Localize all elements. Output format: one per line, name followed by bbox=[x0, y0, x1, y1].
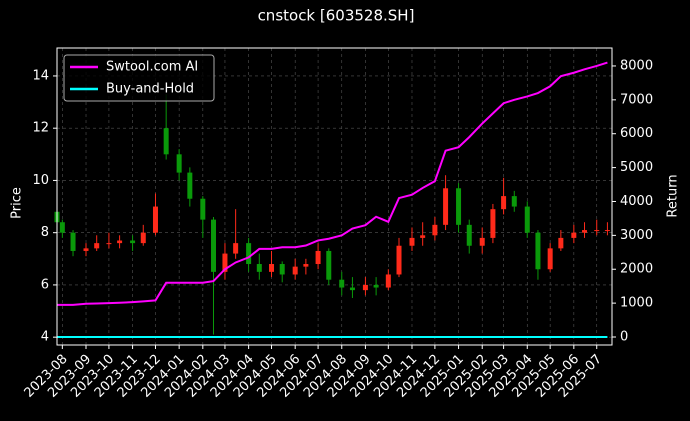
candle-body bbox=[269, 264, 275, 272]
y2-tick-label: 5000 bbox=[620, 160, 653, 175]
y2-tick-label: 7000 bbox=[620, 92, 653, 107]
y-tick-label: 6 bbox=[41, 277, 49, 292]
plot-frame bbox=[56, 47, 613, 346]
candle-body bbox=[152, 206, 158, 233]
candle-body bbox=[479, 237, 485, 246]
candle-body bbox=[362, 284, 368, 291]
y2-axis-label: Return bbox=[666, 174, 681, 217]
candle-body bbox=[501, 196, 507, 210]
candle-body bbox=[83, 248, 89, 251]
candle-body bbox=[511, 196, 517, 207]
y2-tick-label: 4000 bbox=[620, 194, 653, 209]
y-axis-label: Price bbox=[10, 187, 25, 219]
y2-tick-label: 0 bbox=[620, 330, 628, 345]
candle-body bbox=[163, 128, 169, 155]
candle-body bbox=[339, 279, 345, 288]
candle-body bbox=[349, 287, 355, 291]
candle-body bbox=[604, 230, 610, 232]
candle-body bbox=[524, 206, 530, 233]
line-series bbox=[57, 61, 608, 306]
candle-body bbox=[106, 243, 112, 245]
candle-body bbox=[210, 219, 216, 272]
legend-label: Swtool.com AI bbox=[106, 60, 198, 75]
candle-body bbox=[456, 188, 462, 225]
y2-tick-label: 1000 bbox=[620, 296, 653, 311]
candle-body bbox=[292, 266, 298, 275]
legend-label: Buy-and-Hold bbox=[106, 82, 194, 97]
candle-body bbox=[94, 243, 100, 249]
candle-body bbox=[432, 224, 438, 236]
y-tick-label: 10 bbox=[32, 173, 49, 188]
candle-body bbox=[558, 237, 564, 249]
chart-title: cnstock [603528.SH] bbox=[258, 7, 415, 25]
candle-body bbox=[140, 232, 146, 244]
candle-body bbox=[130, 240, 136, 244]
candle-body bbox=[326, 250, 332, 280]
candle-body bbox=[396, 245, 402, 275]
y-tick-label: 12 bbox=[32, 121, 49, 136]
candle-body bbox=[409, 237, 415, 246]
candle-body bbox=[70, 232, 76, 251]
y-tick-label: 4 bbox=[41, 330, 49, 345]
y2-tick-label: 8000 bbox=[620, 58, 653, 73]
y-tick-label: 14 bbox=[32, 68, 49, 83]
legend-box bbox=[63, 54, 215, 102]
candle-body bbox=[117, 240, 123, 244]
candle-body bbox=[303, 264, 309, 267]
candle-body bbox=[187, 172, 193, 199]
candle-body bbox=[490, 209, 496, 238]
candle-body bbox=[200, 198, 206, 220]
y2-tick-label: 3000 bbox=[620, 228, 653, 243]
candle-body bbox=[547, 248, 553, 270]
candle-body bbox=[279, 264, 285, 275]
y-tick-label: 8 bbox=[41, 225, 49, 240]
candle-body bbox=[176, 154, 182, 173]
candle-body bbox=[466, 224, 472, 246]
candle-body bbox=[256, 264, 262, 272]
y2-tick-label: 2000 bbox=[620, 262, 653, 277]
candle-body bbox=[535, 232, 541, 270]
candle-body bbox=[594, 230, 600, 232]
candle-body bbox=[59, 222, 65, 233]
candle-body bbox=[246, 243, 252, 265]
candle-body bbox=[420, 235, 426, 238]
candle-body bbox=[443, 188, 449, 225]
candle-body bbox=[233, 243, 239, 254]
candle-body bbox=[373, 284, 379, 288]
candle-body bbox=[315, 250, 321, 265]
candle-body bbox=[385, 274, 391, 288]
candle-body bbox=[571, 232, 577, 238]
candle-body bbox=[222, 253, 228, 272]
candle-body bbox=[582, 230, 588, 233]
y2-tick-label: 6000 bbox=[620, 126, 653, 141]
